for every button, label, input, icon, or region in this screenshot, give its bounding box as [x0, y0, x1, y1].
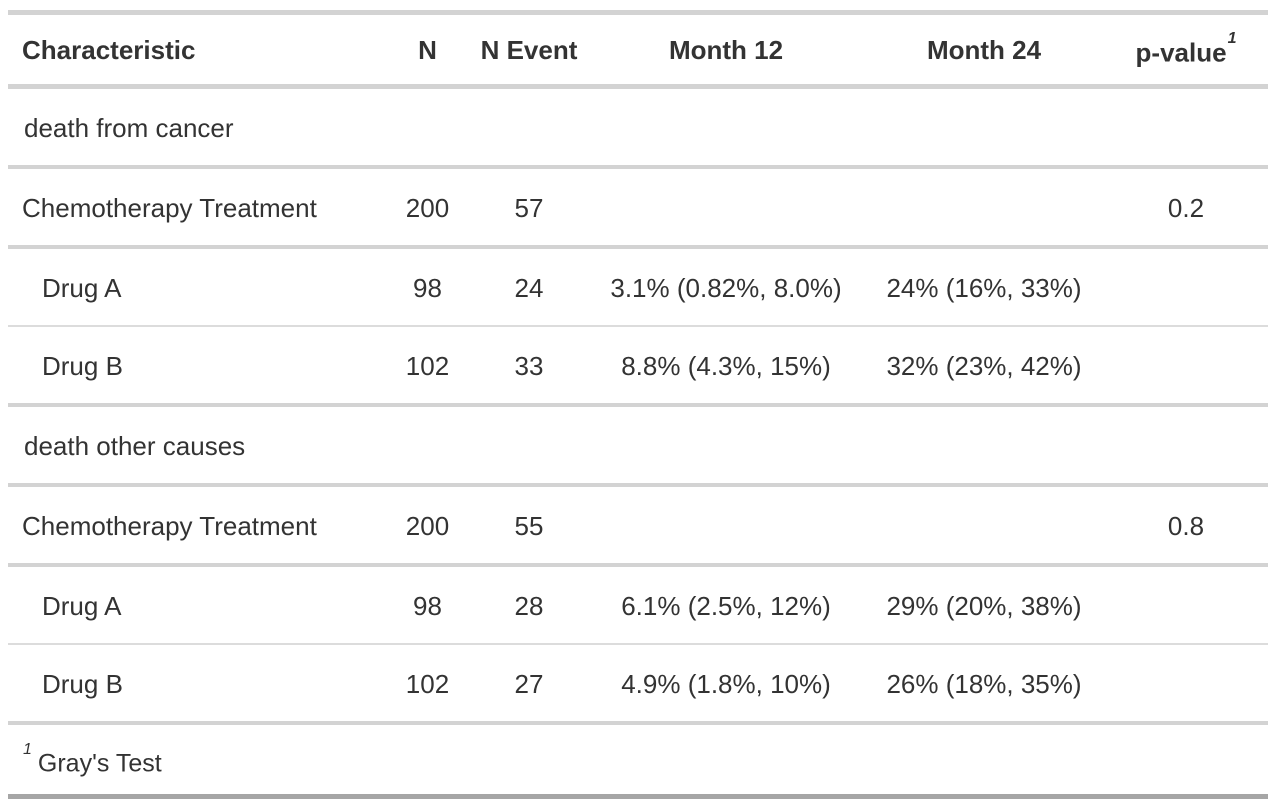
- cell-p-value: [1104, 325, 1268, 407]
- row-label: Drug B: [8, 643, 385, 725]
- table-row: Drug B 102 27 4.9% (1.8%, 10%) 26% (18%,…: [8, 643, 1268, 725]
- footnote-text: Gray's Test: [37, 748, 162, 777]
- header-month-24: Month 24: [864, 10, 1104, 89]
- footnote-row: 1 Gray's Test: [8, 722, 1268, 799]
- row-label: Drug B: [8, 325, 385, 407]
- group-label: death other causes: [8, 404, 1268, 487]
- header-p-value: p-value1: [1104, 10, 1268, 89]
- cell-month-24: 26% (18%, 35%): [864, 643, 1104, 725]
- cumulative-incidence-table: Characteristic N N Event Month 12 Month …: [8, 10, 1268, 799]
- cell-month-24: 29% (20%, 38%): [864, 564, 1104, 645]
- table-row: Drug A 98 24 3.1% (0.82%, 8.0%) 24% (16%…: [8, 246, 1268, 327]
- header-p-value-text: p-value: [1135, 37, 1227, 68]
- row-label: Chemotherapy Treatment: [8, 166, 385, 249]
- cell-n: 102: [385, 325, 470, 407]
- header-n: N: [385, 10, 470, 89]
- table-row: Chemotherapy Treatment 200 57 0.2: [8, 166, 1268, 249]
- cell-n: 200: [385, 166, 470, 249]
- table-row: Chemotherapy Treatment 200 55 0.8: [8, 484, 1268, 567]
- table-row: Drug A 98 28 6.1% (2.5%, 12%) 29% (20%, …: [8, 564, 1268, 645]
- cell-month-24: [864, 484, 1104, 567]
- cell-n-event: 28: [470, 564, 588, 645]
- cell-n-event: 33: [470, 325, 588, 407]
- table-header: Characteristic N N Event Month 12 Month …: [8, 10, 1268, 89]
- header-row: Characteristic N N Event Month 12 Month …: [8, 10, 1268, 89]
- footnote-marker: 1: [1227, 30, 1237, 48]
- cell-n-event: 55: [470, 484, 588, 567]
- cell-p-value: 0.2: [1104, 166, 1268, 249]
- group-label: death from cancer: [8, 86, 1268, 169]
- footnote-ref-marker: 1: [23, 741, 32, 759]
- cell-p-value: [1104, 564, 1268, 645]
- table-row-group-death-other-causes: death other causes: [8, 404, 1268, 487]
- header-n-event: N Event: [470, 10, 588, 89]
- cell-n: 98: [385, 246, 470, 327]
- cell-n-event: 24: [470, 246, 588, 327]
- cell-month-12: 3.1% (0.82%, 8.0%): [588, 246, 864, 327]
- cell-month-24: [864, 166, 1104, 249]
- cell-n: 200: [385, 484, 470, 567]
- cell-month-12: [588, 484, 864, 567]
- cell-n-event: 27: [470, 643, 588, 725]
- footnote: 1 Gray's Test: [8, 722, 1268, 799]
- cell-p-value: [1104, 643, 1268, 725]
- cell-month-24: 32% (23%, 42%): [864, 325, 1104, 407]
- cell-n: 98: [385, 564, 470, 645]
- cell-p-value: 0.8: [1104, 484, 1268, 567]
- cell-month-24: 24% (16%, 33%): [864, 246, 1104, 327]
- table-row: Drug B 102 33 8.8% (4.3%, 15%) 32% (23%,…: [8, 325, 1268, 407]
- table-footer: 1 Gray's Test: [8, 722, 1268, 799]
- cell-month-12: 6.1% (2.5%, 12%): [588, 564, 864, 645]
- cell-month-12: 4.9% (1.8%, 10%): [588, 643, 864, 725]
- table-body: death from cancer Chemotherapy Treatment…: [8, 86, 1268, 725]
- cell-month-12: 8.8% (4.3%, 15%): [588, 325, 864, 407]
- cell-p-value: [1104, 246, 1268, 327]
- row-label: Drug A: [8, 564, 385, 645]
- table-row-group-death-from-cancer: death from cancer: [8, 86, 1268, 169]
- row-label: Drug A: [8, 246, 385, 327]
- cell-n: 102: [385, 643, 470, 725]
- header-characteristic: Characteristic: [8, 10, 385, 89]
- header-month-12: Month 12: [588, 10, 864, 89]
- cell-n-event: 57: [470, 166, 588, 249]
- row-label: Chemotherapy Treatment: [8, 484, 385, 567]
- cell-month-12: [588, 166, 864, 249]
